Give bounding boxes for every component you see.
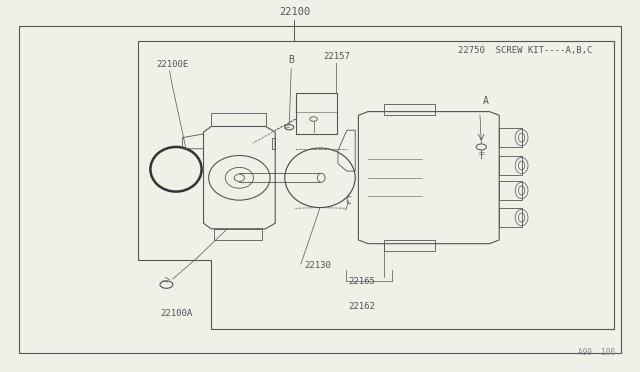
Bar xyxy=(296,93,337,134)
Bar xyxy=(19,26,621,353)
Text: 22750  SCREW KIT----A,B,C: 22750 SCREW KIT----A,B,C xyxy=(458,46,592,55)
Text: 22100A: 22100A xyxy=(160,309,192,318)
Text: 22157: 22157 xyxy=(323,52,350,61)
Text: 22165: 22165 xyxy=(349,278,376,286)
Text: B: B xyxy=(288,55,294,65)
Text: 22162: 22162 xyxy=(349,302,376,311)
Text: A: A xyxy=(483,96,489,106)
Text: 22100E: 22100E xyxy=(157,60,189,69)
Text: A99  100 -: A99 100 - xyxy=(578,348,624,357)
Text: 22100: 22100 xyxy=(279,7,310,17)
Text: C: C xyxy=(346,196,352,206)
Text: 22130: 22130 xyxy=(304,261,331,270)
